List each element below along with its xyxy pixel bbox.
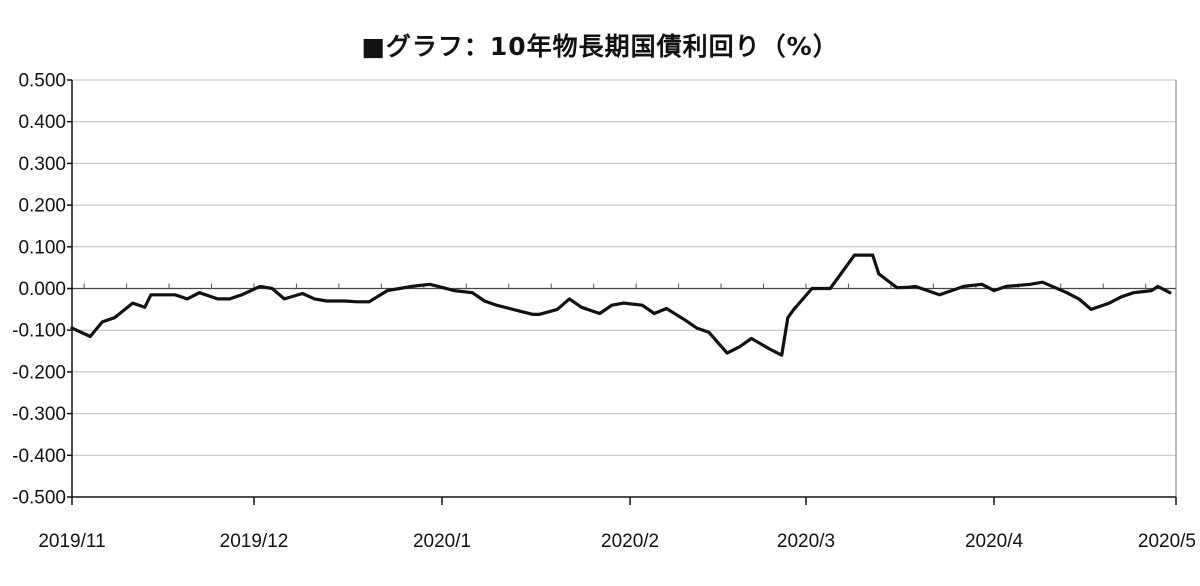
y-tick-label: -0.400: [12, 446, 66, 467]
x-tick-label: 2019/12: [220, 531, 289, 552]
x-tick-label: 2020/3: [777, 531, 835, 552]
y-tick-label: 0.000: [18, 279, 66, 300]
x-tick-label: 2020/2: [601, 531, 659, 552]
yield-line: [70, 253, 1172, 357]
y-tick-label: 0.300: [18, 154, 66, 175]
x-tick-label: 2020/1: [413, 531, 471, 552]
y-tick-label: 0.500: [18, 71, 66, 92]
gridlines: [72, 79, 1176, 498]
x-tick-label: 2020/5: [1138, 531, 1196, 552]
y-tick-label: -0.200: [12, 362, 66, 383]
series-layer: [70, 253, 1172, 357]
y-tick-label: -0.500: [12, 488, 66, 509]
y-tick-label: -0.300: [12, 404, 66, 425]
y-axis: 0.500 0.400 0.300 0.200 0.100 0.000 -0.100 -0.2…: [12, 71, 72, 509]
x-axis: 2019/11 2019/12 2020/1 2020/2 2020/3 2020/4 20…: [38, 497, 1196, 552]
y-tick-label: 0.100: [18, 237, 66, 258]
y-tick-label: 0.200: [18, 196, 66, 217]
x-tick-label: 2019/11: [38, 531, 105, 552]
y-tick-label: 0.400: [18, 112, 66, 133]
y-tick-label: -0.100: [12, 321, 66, 342]
x-tick-label: 2020/4: [965, 531, 1024, 552]
chart-title: ■グラフ：10年物長期国債利回り（%）: [361, 32, 839, 61]
